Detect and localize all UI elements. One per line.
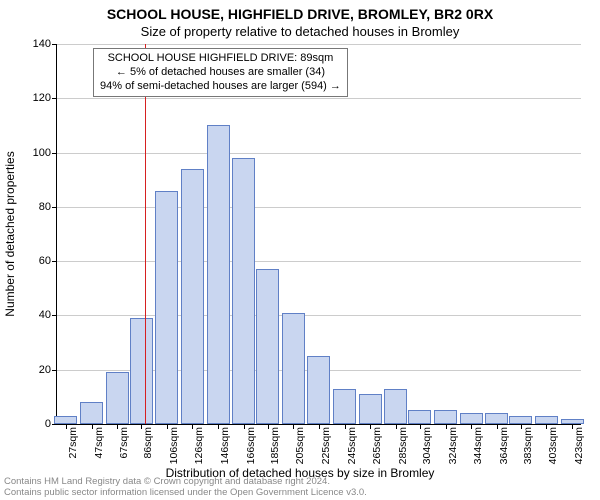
x-tick-label: 225sqm (320, 424, 332, 464)
x-tick-label: 185sqm (269, 424, 281, 464)
x-tick-label: 27sqm (67, 424, 79, 459)
x-tick-label: 423sqm (573, 424, 585, 464)
histogram-bar (535, 416, 558, 424)
histogram-bar (256, 269, 279, 424)
histogram-bar (408, 410, 431, 424)
x-tick-label: 166sqm (245, 424, 257, 464)
reference-line (145, 44, 146, 424)
histogram-bar (181, 169, 204, 424)
grid-line (57, 98, 581, 99)
y-axis-label: Number of detached properties (3, 151, 17, 316)
x-tick-label: 106sqm (168, 424, 180, 464)
histogram-bar (460, 413, 483, 424)
x-tick-label: 285sqm (397, 424, 409, 464)
chart-title: SCHOOL HOUSE, HIGHFIELD DRIVE, BROMLEY, … (0, 6, 600, 22)
annotation-line-1: SCHOOL HOUSE HIGHFIELD DRIVE: 89sqm (100, 52, 341, 66)
histogram-bar (130, 318, 153, 424)
x-tick-label: 86sqm (142, 424, 154, 459)
x-tick-label: 265sqm (371, 424, 383, 464)
histogram-bar (384, 389, 407, 424)
footer-line-2: Contains public sector information licen… (4, 488, 367, 498)
x-tick-label: 47sqm (93, 424, 105, 459)
histogram-bar (54, 416, 77, 424)
histogram-bar (106, 372, 129, 424)
histogram-bar (207, 125, 230, 424)
grid-line (57, 261, 581, 262)
histogram-bar (307, 356, 330, 424)
x-tick-label: 344sqm (472, 424, 484, 464)
x-tick-label: 126sqm (193, 424, 205, 464)
plot-area: 02040608010012014027sqm47sqm67sqm86sqm10… (56, 44, 581, 425)
footer-line-1: Contains HM Land Registry data © Crown c… (4, 477, 367, 487)
grid-line (57, 44, 581, 45)
annotation-line-3: 94% of semi-detached houses are larger (… (100, 80, 341, 94)
annotation-box: SCHOOL HOUSE HIGHFIELD DRIVE: 89sqm ← 5%… (93, 48, 348, 97)
y-tick-label: 0 (21, 418, 57, 430)
y-tick-label: 140 (21, 38, 57, 50)
histogram-bar (434, 410, 457, 424)
histogram-bar (282, 313, 305, 424)
property-size-chart: SCHOOL HOUSE, HIGHFIELD DRIVE, BROMLEY, … (0, 0, 600, 500)
y-tick-label: 20 (21, 364, 57, 376)
x-tick-label: 324sqm (447, 424, 459, 464)
y-tick-label: 100 (21, 147, 57, 159)
footer-attribution: Contains HM Land Registry data © Crown c… (4, 477, 367, 498)
histogram-bar (232, 158, 255, 424)
grid-line (57, 207, 581, 208)
x-tick-label: 67sqm (118, 424, 130, 459)
x-tick-label: 245sqm (346, 424, 358, 464)
chart-subtitle: Size of property relative to detached ho… (0, 24, 600, 39)
annotation-line-2: ← 5% of detached houses are smaller (34) (100, 66, 341, 80)
histogram-bar (359, 394, 382, 424)
histogram-bar (333, 389, 356, 424)
y-tick-label: 80 (21, 201, 57, 213)
histogram-bar (155, 191, 178, 424)
histogram-bar (80, 402, 103, 424)
y-tick-label: 60 (21, 255, 57, 267)
histogram-bar (485, 413, 508, 424)
y-tick-label: 40 (21, 309, 57, 321)
x-tick-label: 304sqm (421, 424, 433, 464)
y-tick-label: 120 (21, 92, 57, 104)
x-tick-label: 383sqm (522, 424, 534, 464)
x-tick-label: 403sqm (547, 424, 559, 464)
grid-line (57, 153, 581, 154)
x-tick-label: 205sqm (294, 424, 306, 464)
x-tick-label: 364sqm (498, 424, 510, 464)
x-tick-label: 146sqm (219, 424, 231, 464)
grid-line (57, 315, 581, 316)
histogram-bar (509, 416, 532, 424)
